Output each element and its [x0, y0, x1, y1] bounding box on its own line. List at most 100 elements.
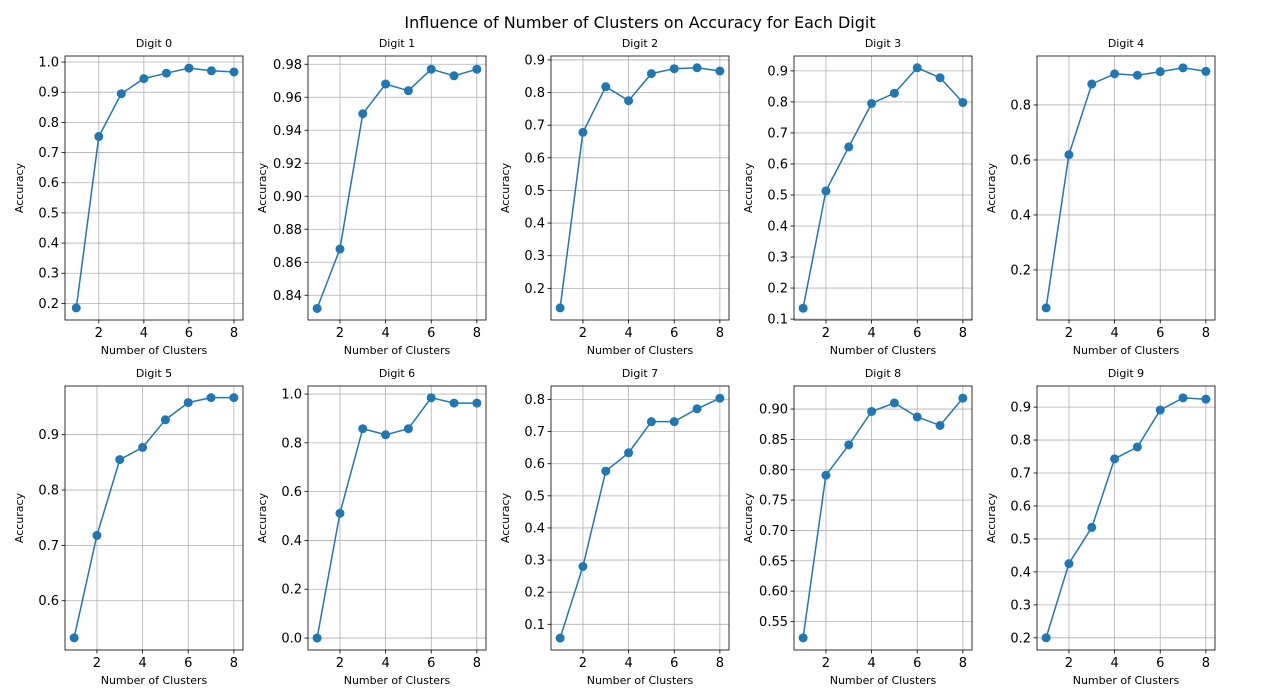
subplot: 2 4 6 8 0.2 0.3 0.4 0.5 0.6 0.7 0.8 0.9 1.0 Digit 0 Nu…: [13, 37, 244, 357]
y-tick-label: 0.80: [759, 463, 788, 478]
x-tick-label: 6: [427, 326, 435, 341]
data-point: [69, 633, 79, 643]
axes-frame: [1036, 55, 1216, 321]
data-point: [646, 69, 656, 79]
y-tick-label: 0.8: [1010, 98, 1031, 113]
y-tick-label: 0.6: [767, 157, 788, 172]
y-tick-label: 0.9: [524, 53, 545, 68]
y-tick-label: 0.2: [281, 583, 302, 598]
y-tick-label: 0.96: [273, 91, 302, 106]
x-tick-label: 2: [1065, 656, 1073, 671]
data-point: [821, 470, 831, 480]
data-point: [715, 66, 725, 76]
axes-frame: [550, 385, 730, 651]
data-point: [1155, 405, 1165, 415]
axes-frame: [307, 55, 487, 321]
data-point: [844, 142, 854, 152]
data-point: [1087, 79, 1097, 89]
y-axis-label: Accuracy: [742, 492, 755, 543]
y-tick-label: 0.2: [1010, 263, 1031, 278]
x-tick-label: 8: [959, 326, 967, 341]
data-point: [646, 417, 656, 427]
data-point: [403, 424, 413, 434]
y-tick-label: 0.9: [38, 428, 59, 443]
series-line: [75, 67, 235, 308]
subplot-title: Digit 9: [1108, 367, 1144, 380]
data-point: [335, 508, 345, 518]
data-point: [312, 633, 322, 643]
y-tick-label: 0.88: [273, 223, 302, 238]
series-line: [1045, 397, 1206, 639]
series-line: [802, 397, 964, 639]
data-point: [669, 64, 679, 74]
y-tick-label: 0.4: [38, 237, 59, 252]
data-point: [426, 393, 436, 403]
y-tick-label: 0.7: [767, 126, 788, 141]
data-point: [912, 63, 922, 73]
data-point: [1041, 633, 1051, 643]
data-point: [116, 89, 126, 99]
x-axis-label: Number of Clusters: [1073, 674, 1180, 687]
y-tick-label: 0.6: [38, 176, 59, 191]
data-point: [798, 633, 808, 643]
y-tick-label: 0.5: [1010, 532, 1031, 547]
x-tick-label: 8: [473, 656, 481, 671]
data-point: [403, 86, 413, 96]
subplot: 2 4 6 8 0.84 0.86 0.88 0.90 0.92 0.94 0.96 0.98 Digi…: [256, 37, 487, 357]
x-axis-label: Number of Clusters: [344, 344, 451, 357]
data-point: [1201, 66, 1211, 76]
data-point: [94, 132, 104, 142]
axes-frame: [793, 55, 973, 321]
x-tick-label: 8: [1202, 326, 1210, 341]
x-tick-label: 8: [716, 656, 724, 671]
y-tick-label: 0.5: [767, 188, 788, 203]
y-tick-label: 0.84: [273, 289, 302, 304]
data-point: [1178, 63, 1188, 73]
y-tick-label: 0.2: [767, 282, 788, 297]
y-tick-label: 0.6: [281, 485, 302, 500]
data-point: [578, 127, 588, 137]
data-point: [624, 448, 634, 458]
axes-frame: [793, 385, 973, 651]
y-tick-label: 0.4: [524, 521, 545, 536]
y-tick-label: 0.55: [759, 615, 788, 630]
data-point: [115, 455, 125, 465]
data-point: [358, 109, 368, 119]
y-tick-label: 0.94: [273, 124, 302, 139]
x-tick-label: 6: [670, 326, 678, 341]
data-point: [426, 64, 436, 74]
y-tick-label: 0.60: [759, 585, 788, 600]
y-tick-label: 0.9: [38, 86, 59, 101]
y-tick-label: 0.90: [759, 403, 788, 418]
y-tick-label: 0.2: [1010, 631, 1031, 646]
y-tick-label: 0.0: [281, 632, 302, 647]
x-tick-label: 6: [185, 326, 193, 341]
data-point: [183, 398, 193, 408]
axes-frame: [64, 55, 244, 321]
x-tick-label: 4: [381, 656, 389, 671]
y-tick-label: 0.98: [273, 58, 302, 73]
subplot: 2 4 6 8 0.1 0.2 0.3 0.4 0.5 0.6 0.7 0.8 0.9 Digit 3 Nu…: [742, 37, 973, 357]
subplot: 2 4 6 8 0.2 0.3 0.4 0.5 0.6 0.7 0.8 0.9 Digit 2 Numbe…: [499, 37, 730, 357]
x-tick-label: 8: [1202, 656, 1210, 671]
x-tick-label: 2: [822, 656, 830, 671]
data-point: [958, 98, 968, 108]
data-point: [139, 74, 149, 84]
series-line: [559, 66, 721, 308]
subplot: 2 4 6 8 0.55 0.60 0.65 0.70 0.75 0.80 0.85 0.90 Digi…: [742, 367, 973, 687]
data-point: [578, 561, 588, 571]
data-point: [912, 412, 922, 422]
y-tick-label: 0.8: [38, 116, 59, 131]
data-point: [935, 420, 945, 430]
x-axis-label: Number of Clusters: [1073, 344, 1180, 357]
y-tick-label: 0.5: [38, 206, 59, 221]
data-point: [312, 303, 322, 313]
x-tick-label: 8: [473, 326, 481, 341]
y-tick-label: 0.6: [524, 457, 545, 472]
y-axis-label: Accuracy: [985, 162, 998, 213]
y-tick-label: 0.2: [524, 282, 545, 297]
y-tick-label: 0.7: [524, 119, 545, 134]
data-point: [1110, 69, 1120, 79]
data-point: [889, 398, 899, 408]
